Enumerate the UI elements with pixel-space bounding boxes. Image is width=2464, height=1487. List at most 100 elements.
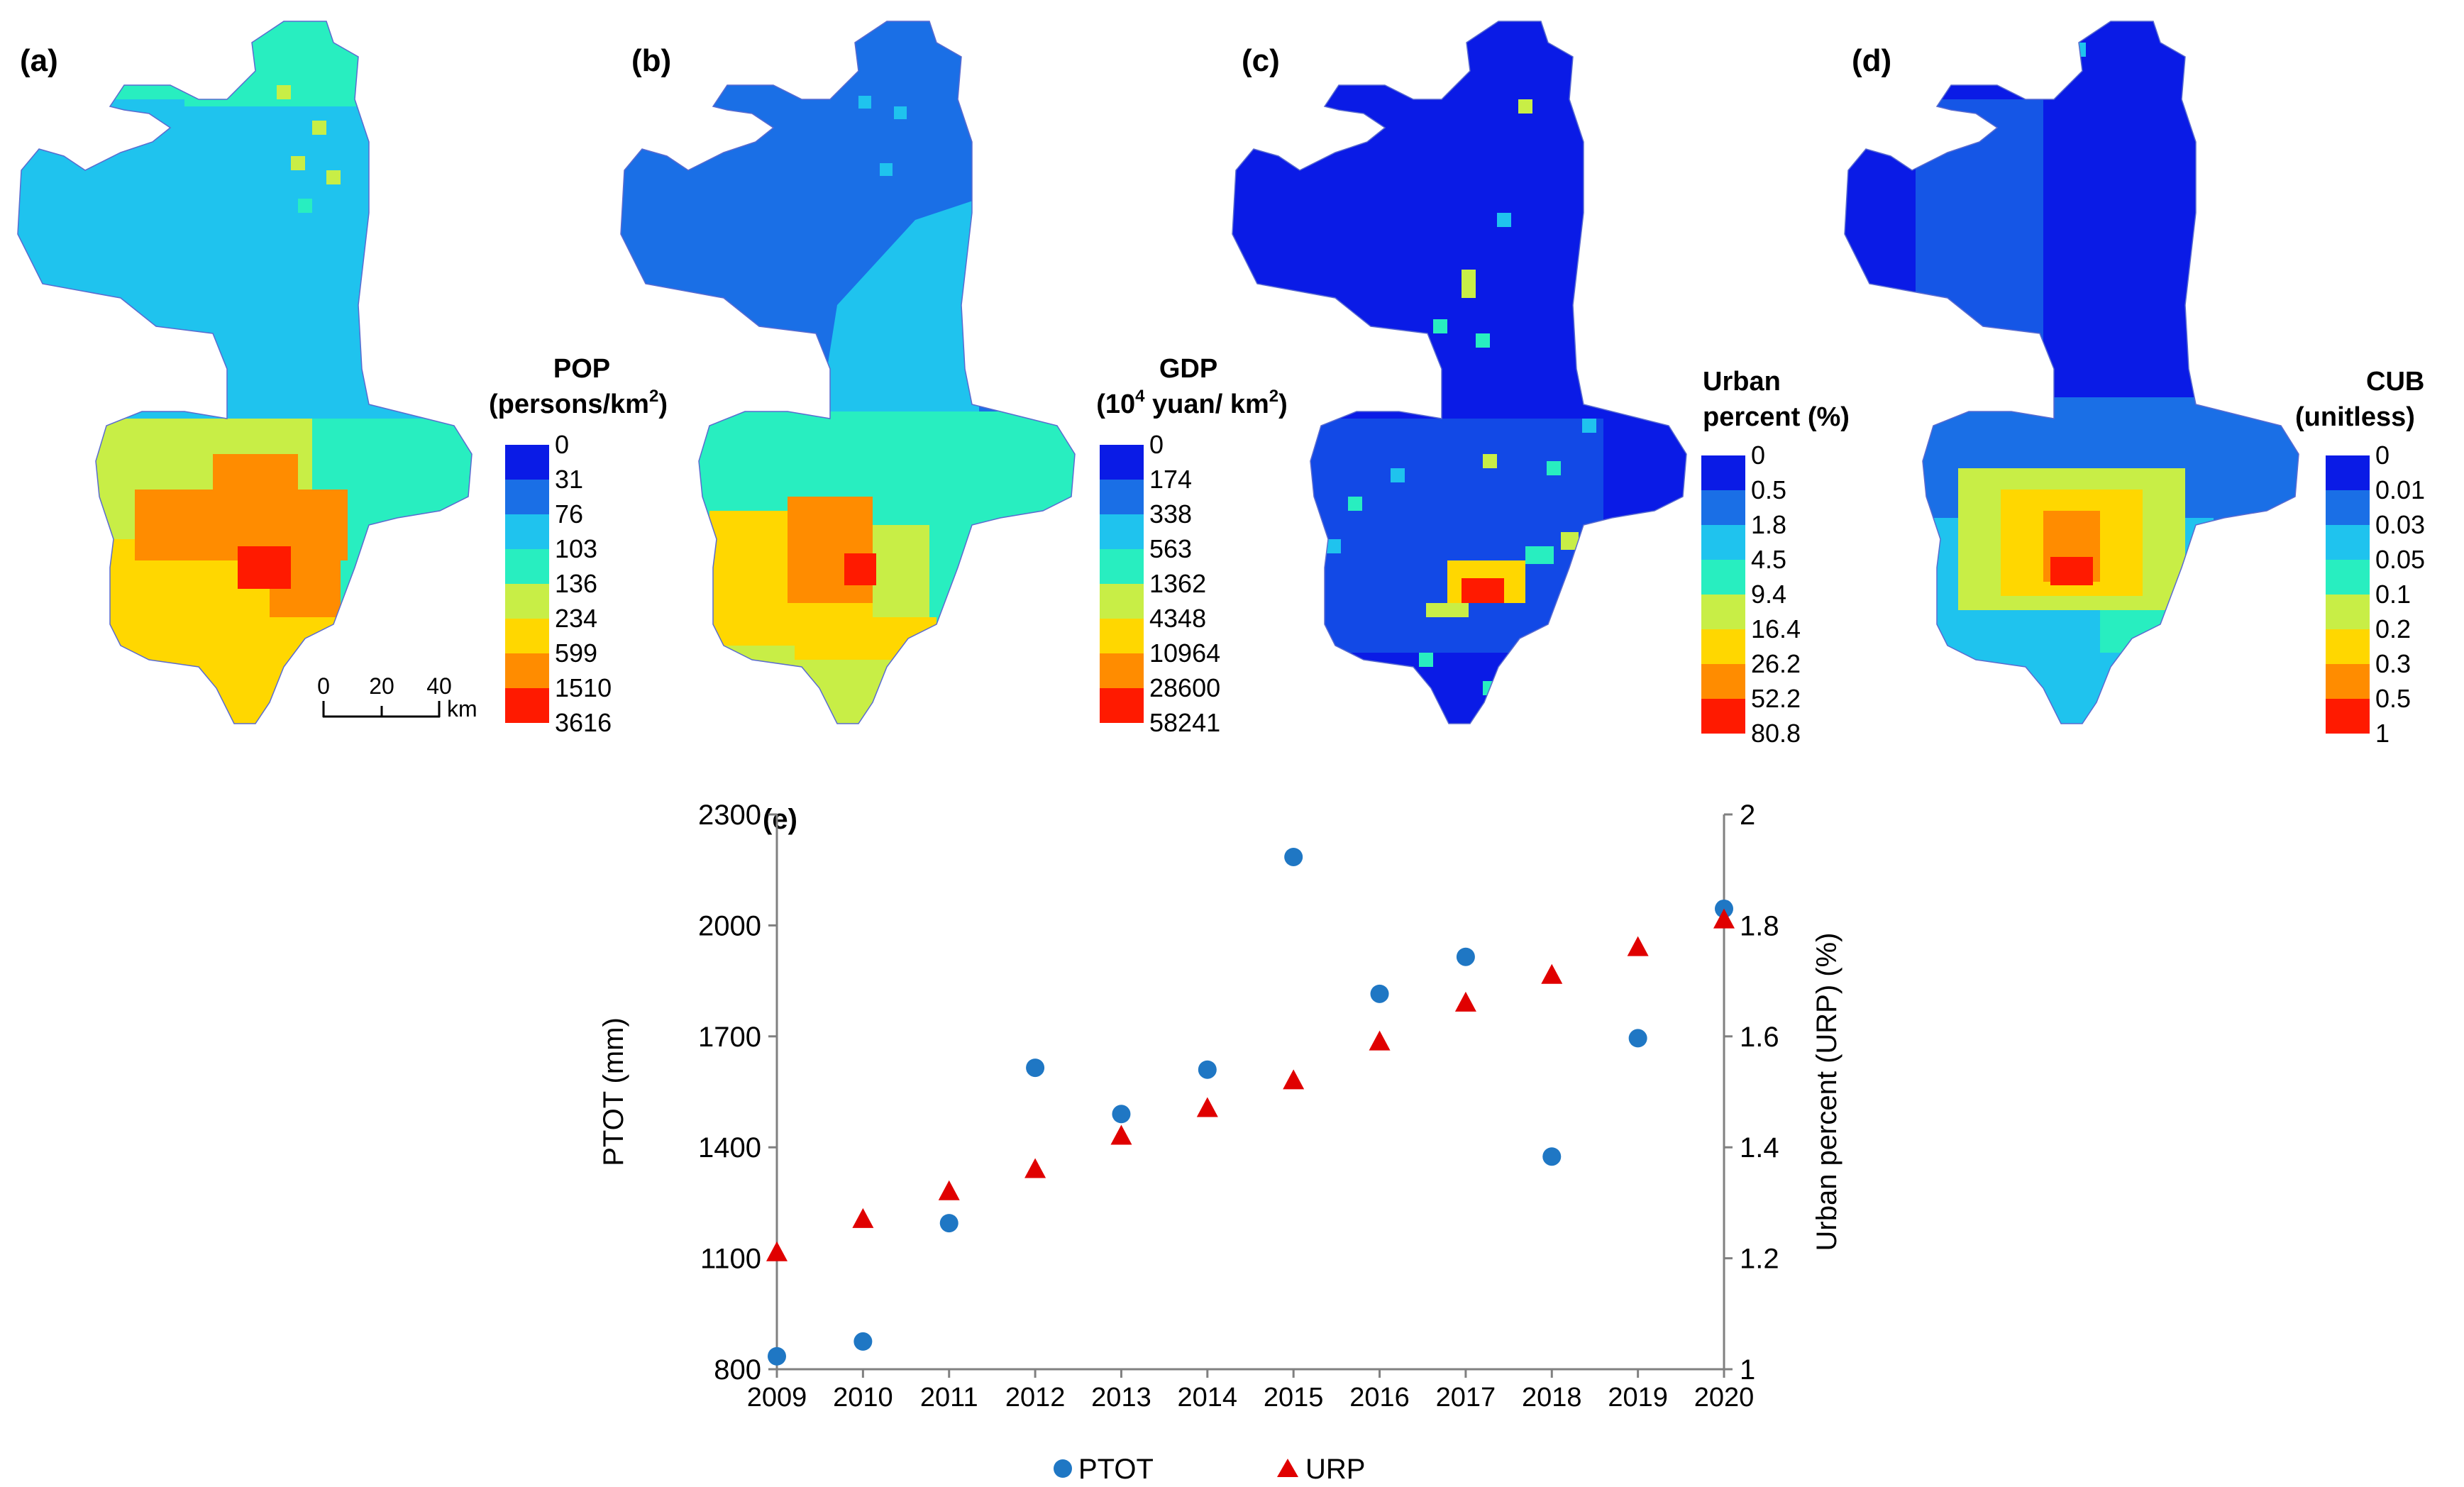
legend-break-label: 1	[2375, 719, 2390, 748]
urp-point	[938, 1180, 960, 1200]
y-tick-label: 800	[714, 1354, 761, 1386]
legend-swatch	[1701, 699, 1745, 734]
legend-swatch	[1701, 664, 1745, 699]
legend-break-label: 31	[555, 465, 583, 494]
x-tick-label: 2010	[833, 1383, 893, 1413]
legend-c: 0 0.5 1.8 4.5 9.4 16.4 26.2 52.2 80.8	[1701, 441, 1801, 748]
legend-swatch	[1100, 549, 1144, 584]
legend-swatch	[2326, 595, 2370, 629]
legend-swatch	[1701, 560, 1745, 595]
x-tick-label: 2013	[1091, 1383, 1151, 1413]
x-tick-label: 2018	[1522, 1383, 1582, 1413]
y2-tick-label: 2	[1740, 800, 1755, 831]
chart-marks	[766, 847, 1735, 1366]
x-tick-label: 2020	[1694, 1383, 1755, 1413]
legend-swatch	[2326, 455, 2370, 490]
urp-point	[1024, 1158, 1046, 1178]
legend-break-label: 0.1	[2375, 580, 2411, 609]
y-axis-label: PTOT (mm)	[598, 1017, 629, 1166]
legend-swatch	[505, 619, 549, 653]
ptot-point	[1198, 1060, 1217, 1079]
x-tick-label: 2015	[1264, 1383, 1324, 1413]
ptot-point	[768, 1347, 786, 1366]
legend-swatch	[2326, 664, 2370, 699]
chart-axes	[775, 814, 1725, 1371]
legend-swatch	[2326, 699, 2370, 734]
legend-urp-label: URP	[1305, 1454, 1365, 1485]
ptot-point	[1628, 1029, 1647, 1048]
legend-swatch	[1701, 595, 1745, 629]
legend-break-label: 10964	[1149, 639, 1220, 668]
y2-tick-label: 1.8	[1740, 910, 1779, 941]
legend-swatch	[505, 688, 549, 723]
urp-point	[1454, 991, 1476, 1012]
chart-ticks: 800 1100 1400 1700 2000 2300 1 1.2 1.4 1.6 1.8 2 200…	[698, 800, 1779, 1413]
legend-a-title-line2: (persons/km2)	[489, 387, 668, 419]
legend-break-label: 0	[555, 430, 569, 459]
y2-axis-label: Urban percent (URP) (%)	[1811, 932, 1843, 1251]
legend-swatch	[505, 584, 549, 619]
legend-swatch	[505, 653, 549, 688]
ptot-point	[1370, 984, 1389, 1003]
legend-swatch	[2326, 490, 2370, 525]
panel-label-a: (a)	[20, 43, 58, 78]
legend-break-label: 0.03	[2375, 510, 2425, 539]
map-c-urban	[1232, 21, 1686, 724]
y2-tick-label: 1.2	[1740, 1244, 1779, 1275]
legend-break-label: 1362	[1149, 569, 1206, 598]
legend-c-title-line1: Urban	[1703, 367, 1781, 397]
legend-swatch	[2326, 629, 2370, 664]
panel-label-e: (e)	[763, 804, 797, 835]
y2-tick-label: 1.4	[1740, 1132, 1779, 1163]
ptot-point	[1456, 947, 1475, 966]
legend-ptot-label: PTOT	[1078, 1454, 1154, 1485]
legend-break-label: 76	[555, 499, 583, 529]
legend-break-label: 599	[555, 639, 597, 668]
legend-break-label: 338	[1149, 499, 1192, 529]
legend-c-title-line2: percent (%)	[1703, 402, 1850, 432]
scale-tick-0: 0	[317, 673, 330, 699]
urp-point	[1110, 1124, 1132, 1145]
x-tick-label: 2011	[920, 1383, 978, 1413]
scale-bar: 0 20 40 km	[317, 673, 477, 722]
y-tick-label: 1400	[698, 1132, 761, 1163]
legend-b-title-line1: GDP	[1159, 354, 1217, 384]
urp-point	[766, 1241, 788, 1261]
legend-swatch	[1100, 514, 1144, 549]
legend-break-label: 1510	[555, 673, 612, 702]
legend-break-label: 4.5	[1751, 545, 1786, 574]
legend-a-title-line1: POP	[553, 354, 610, 384]
map-b-gdp	[621, 21, 1075, 724]
legend-swatch	[505, 514, 549, 549]
legend-break-label: 9.4	[1751, 580, 1786, 609]
legend-break-label: 1.8	[1751, 510, 1786, 539]
legend-break-label: 0.5	[1751, 475, 1786, 504]
legend-swatch	[1701, 490, 1745, 525]
ptot-point	[1542, 1147, 1562, 1166]
legend-swatch	[2326, 560, 2370, 595]
legend-break-label: 563	[1149, 534, 1192, 563]
map-d-cub	[1845, 21, 2299, 724]
scale-unit: km	[447, 696, 477, 722]
legend-swatch	[1100, 619, 1144, 653]
legend-break-label: 3616	[555, 708, 612, 737]
ptot-point	[853, 1332, 873, 1351]
map-a-pop	[18, 21, 472, 724]
urp-point	[852, 1207, 874, 1228]
urp-point	[1541, 963, 1563, 984]
legend-swatch	[1100, 653, 1144, 688]
panel-label-b: (b)	[631, 43, 671, 78]
legend-break-label: 174	[1149, 465, 1192, 494]
chart-e: (e) 800 1100 1400 1700 2000 2300 1 1.2 1.4 1.6 1.8…	[598, 800, 1843, 1485]
x-tick-label: 2009	[747, 1383, 807, 1413]
ptot-point	[1026, 1058, 1045, 1078]
legend-break-label: 0.05	[2375, 545, 2425, 574]
legend-urp-marker	[1277, 1459, 1298, 1477]
y2-tick-label: 1.6	[1740, 1022, 1779, 1053]
legend-ptot-marker	[1054, 1459, 1072, 1478]
legend-swatch	[1701, 455, 1745, 490]
x-tick-label: 2016	[1349, 1383, 1410, 1413]
legend-swatch	[1100, 688, 1144, 723]
panel-label-d: (d)	[1852, 43, 1891, 78]
x-tick-label: 2017	[1436, 1383, 1496, 1413]
